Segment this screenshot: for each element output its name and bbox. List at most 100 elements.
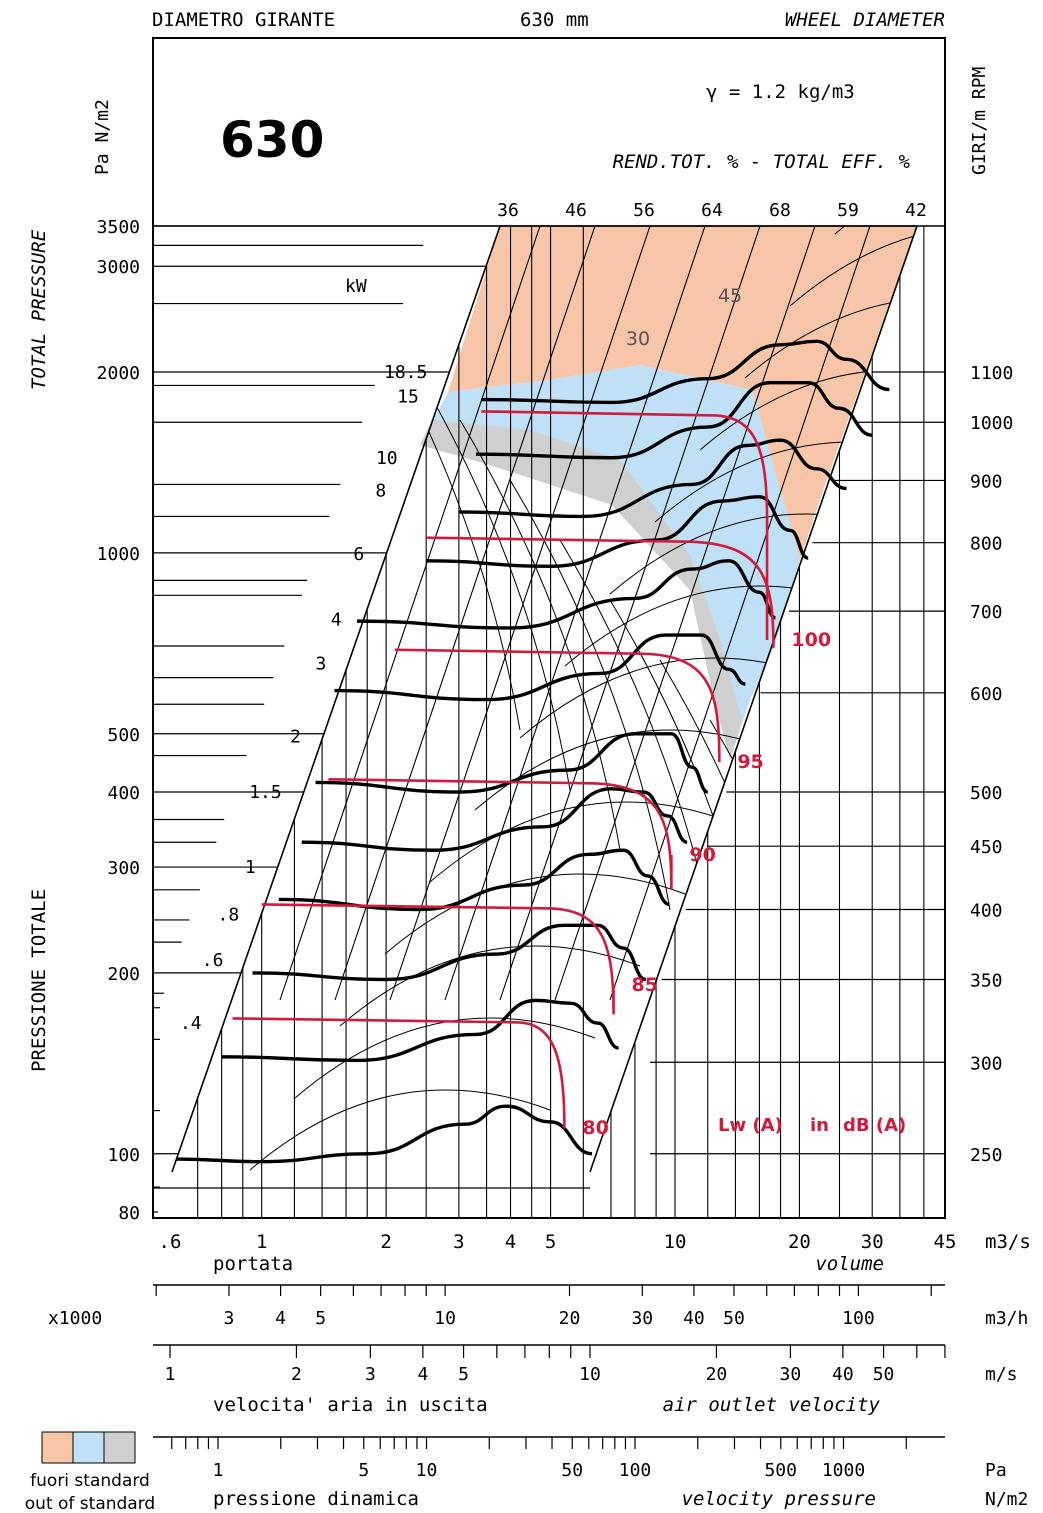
zone-label-45: 45 <box>718 285 742 307</box>
left-unit-label: Pa N/m2 <box>92 99 113 175</box>
interior-arc-descending <box>709 719 871 1151</box>
zone-label-30: 30 <box>626 328 650 350</box>
volume-m3s-tick-label: .6 <box>159 1231 182 1253</box>
power-label: 15 <box>397 387 419 408</box>
rpm-tick-label: 900 <box>970 471 1003 492</box>
volume-label-en: volume <box>815 1253 884 1275</box>
dynamic-pressure-label-it: pressione dinamica <box>213 1488 419 1510</box>
efficiency-title: REND.TOT. % - TOTAL EFF. % <box>613 151 911 173</box>
interior-arc <box>339 945 641 1027</box>
power-label: .6 <box>202 950 224 971</box>
velocity-tick-label: 4 <box>417 1364 428 1385</box>
y-tick-label: 80 <box>118 1203 140 1224</box>
rpm-curve <box>481 339 890 405</box>
rpm-curve <box>334 633 746 702</box>
interior-arc <box>789 226 917 307</box>
chart-grid <box>153 225 945 1218</box>
rpm-tick-label: 1100 <box>970 363 1013 384</box>
noise-level-label: 85 <box>632 974 658 996</box>
power-label: 6 <box>353 544 364 565</box>
dynamic-pressure-tick-label: 100 <box>619 1460 652 1481</box>
rpm-tick-label: 500 <box>970 783 1003 804</box>
velocity-tick-label: 5 <box>458 1364 469 1385</box>
y-tick-label: 3000 <box>97 257 140 278</box>
volume-m3s-tick-label: 10 <box>664 1231 687 1253</box>
noise-level-label: 100 <box>791 629 831 651</box>
dynamic-pressure-tick-label: 10 <box>416 1460 438 1481</box>
rpm-curves <box>175 339 890 1164</box>
m3h-tick-label: 4 <box>275 1308 286 1329</box>
volume-m3s-tick-label: 45 <box>934 1231 957 1253</box>
legend-text-it: fuori standard <box>30 1471 150 1491</box>
velocity-tick-label: 1 <box>165 1364 176 1385</box>
dynamic-pressure-tick-label: 50 <box>561 1460 583 1481</box>
power-label: 3 <box>316 653 327 674</box>
zone-orange <box>448 226 917 560</box>
noise-lw-label: Lw (A) <box>718 1115 783 1136</box>
noise-curve <box>261 903 615 1015</box>
out-of-standard-legend: fuori standard out of standard <box>25 1431 155 1513</box>
noise-curves: 80 85 90 95 100 <box>232 410 831 1139</box>
power-label: 18.5 <box>384 362 427 383</box>
power-label: 4 <box>331 609 342 630</box>
y-tick-label: 3500 <box>97 217 140 238</box>
velocity-tick-label: 3 <box>365 1364 376 1385</box>
rpm-curve <box>301 787 688 852</box>
interior-arc <box>249 1089 551 1171</box>
legend-text-en: out of standard <box>25 1494 155 1513</box>
m3h-tick-label: 100 <box>842 1308 875 1329</box>
velocity-tick-label: 50 <box>873 1364 895 1385</box>
y-tick-label: 1000 <box>97 544 140 565</box>
interior-arc <box>744 297 917 379</box>
dynamic-pressure-tick-label: 1000 <box>822 1460 865 1481</box>
volume-m3s-tick-label: 3 <box>453 1231 464 1253</box>
efficiency-line <box>499 226 761 1001</box>
power-label: .8 <box>218 905 240 926</box>
volume-m3s-tick-label: 5 <box>545 1231 556 1253</box>
rpm-curve <box>426 495 809 568</box>
power-label: 2 <box>290 726 301 747</box>
efficiency-top-label: 46 <box>565 200 587 221</box>
rpm-curve <box>175 1104 593 1164</box>
rpm-tick-label: 300 <box>970 1053 1003 1074</box>
noise-level-label: 90 <box>689 844 715 866</box>
y-tick-label: 200 <box>107 964 140 985</box>
volume-m3s-tick-label: 1 <box>256 1231 267 1253</box>
velocity-tick-label: 20 <box>706 1364 728 1385</box>
rpm-unit-label: GIRI/m RPM <box>969 66 990 175</box>
noise-curve <box>426 536 775 648</box>
rpm-tick-label: 400 <box>970 900 1003 921</box>
m3h-tick-label: 3 <box>224 1308 235 1329</box>
power-label: 1.5 <box>249 782 282 803</box>
interior-arc-descending <box>509 479 671 911</box>
zone-grey <box>420 420 742 760</box>
noise-curve <box>328 777 673 890</box>
noise-level-label: 95 <box>737 751 763 773</box>
efficiency-line <box>609 226 871 1001</box>
rpm-curve <box>476 380 873 460</box>
rpm-tick-label: 1000 <box>970 413 1013 434</box>
y-tick-label: 2000 <box>97 363 140 384</box>
efficiency-top-label: 36 <box>497 200 519 221</box>
dynamic-pressure-label-en: velocity pressure <box>682 1488 876 1510</box>
interior-arc <box>429 801 731 883</box>
rpm-curve <box>458 438 847 519</box>
efficiency-line <box>279 226 541 1001</box>
m3h-tick-label: 5 <box>315 1308 326 1329</box>
dynamic-pressure-tick-label: 1 <box>213 1460 224 1481</box>
volume-m3s-tick-label: 20 <box>788 1231 811 1253</box>
interior-arc <box>294 1017 596 1099</box>
header-wheel-diameter-it: DIAMETRO GIRANTE <box>152 9 335 31</box>
interior-arc-descending <box>409 359 571 791</box>
dynamic-pressure-tick-label: 500 <box>764 1460 797 1481</box>
m3h-tick-label: 10 <box>434 1308 456 1329</box>
rpm-tick-label: 600 <box>970 684 1003 705</box>
rpm-curve <box>356 559 777 630</box>
velocity-tick-label: 40 <box>832 1364 854 1385</box>
rpm-tick-label: 250 <box>970 1145 1003 1166</box>
chart-frame <box>152 37 946 1219</box>
y-tick-label: 400 <box>107 783 140 804</box>
power-label: 10 <box>376 448 398 469</box>
legend-swatch-blue <box>72 1431 105 1464</box>
